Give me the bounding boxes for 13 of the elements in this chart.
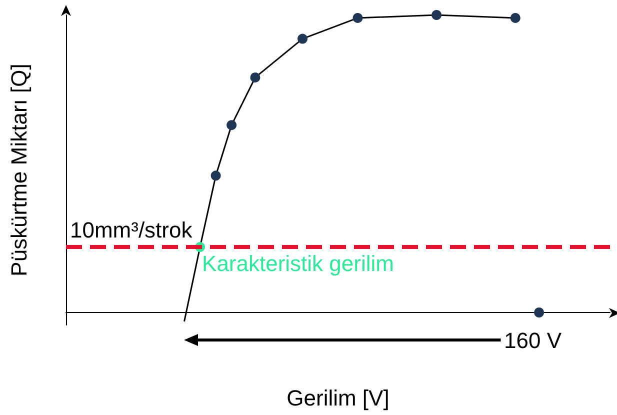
y-axis-title: Püskürtme Miktarı [Q] bbox=[6, 64, 32, 276]
ref-line-label: 10mm³/strok bbox=[70, 218, 194, 243]
point bbox=[352, 12, 363, 23]
annotation: Karakteristik gerilim bbox=[202, 251, 394, 278]
x-axis-title: Gerilim [V] bbox=[286, 386, 390, 410]
point bbox=[432, 10, 442, 20]
point bbox=[534, 308, 544, 318]
point bbox=[298, 34, 308, 44]
point bbox=[510, 12, 520, 23]
text: 160 V bbox=[504, 328, 562, 354]
point bbox=[226, 120, 237, 130]
point bbox=[250, 72, 260, 82]
point bbox=[210, 170, 221, 181]
